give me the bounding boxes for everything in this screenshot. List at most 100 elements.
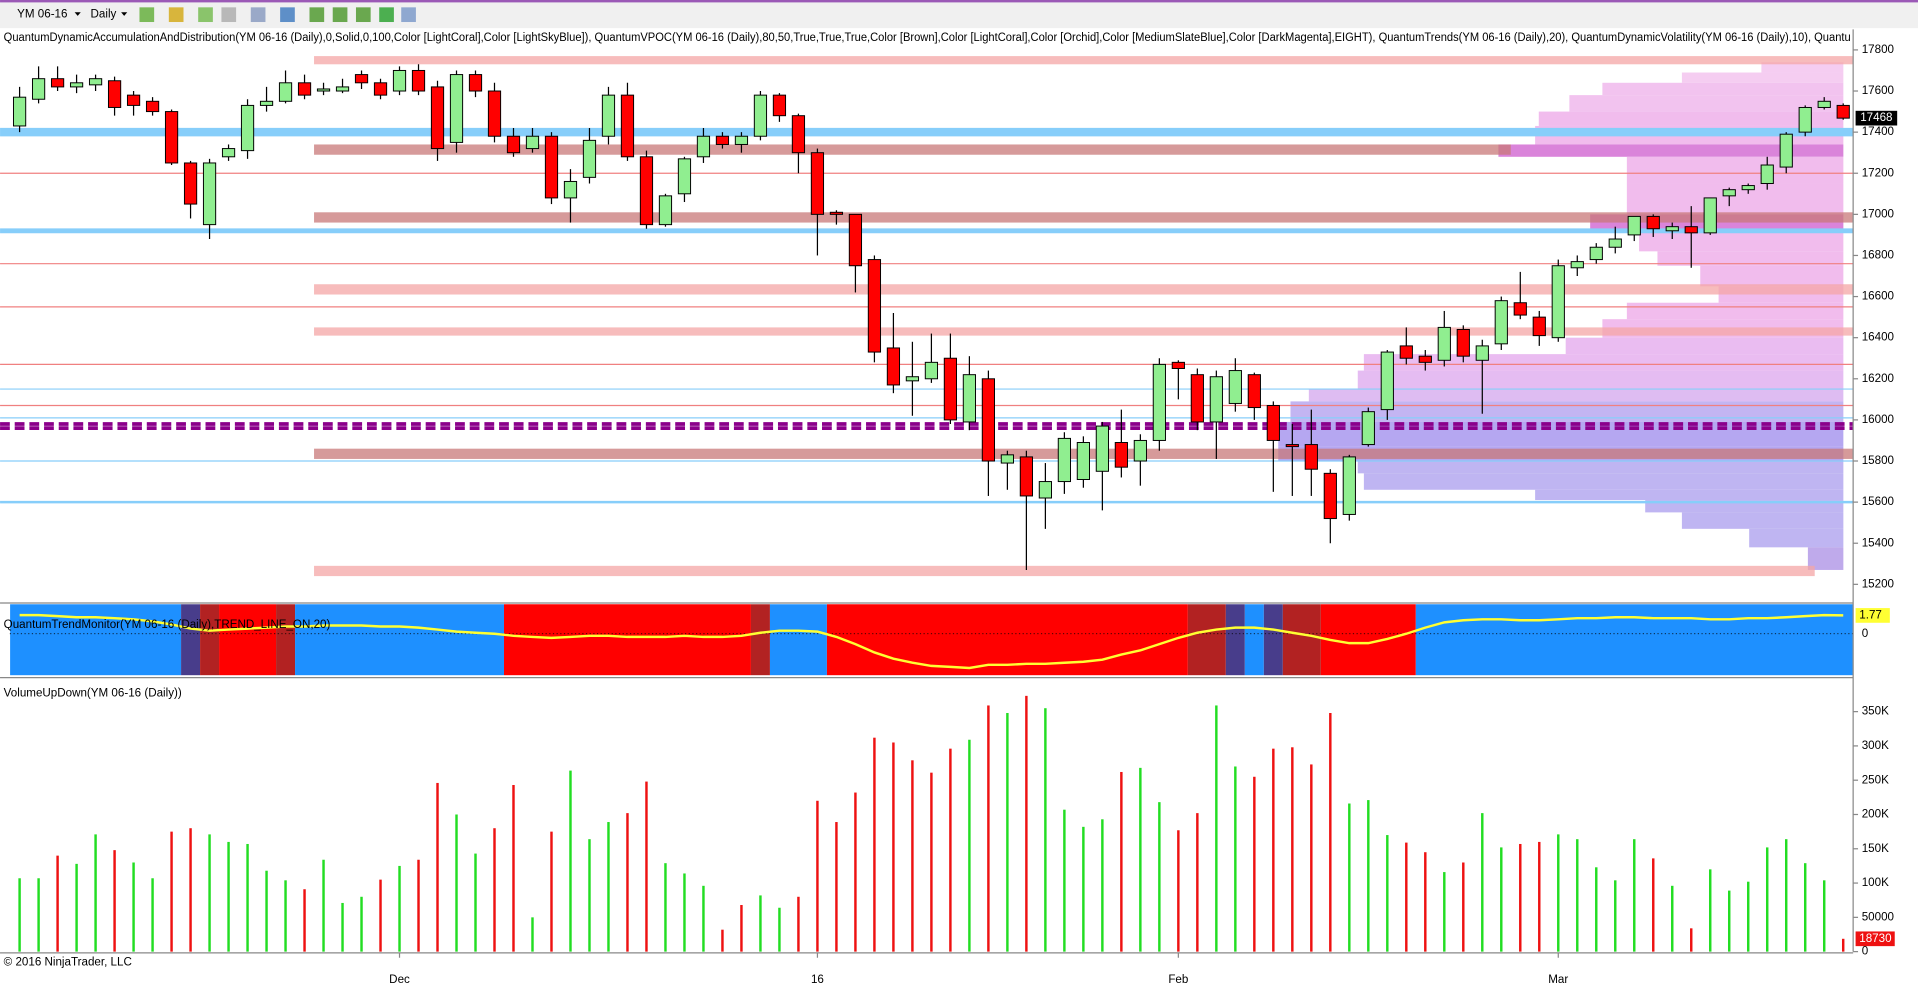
candle-body (1171, 361, 1185, 369)
candle-body (506, 135, 521, 154)
volume-bar (1082, 826, 1085, 952)
volume-profile-row (1639, 232, 1844, 252)
volume-bar (1500, 847, 1503, 952)
candle-body (1342, 456, 1356, 515)
volume-bar (911, 760, 914, 952)
strategy-button[interactable] (332, 7, 348, 23)
volume-bar (151, 878, 154, 952)
volume-bar (1481, 813, 1484, 952)
tool-button[interactable] (221, 7, 237, 23)
volume-panel (18, 695, 1845, 952)
draw-button[interactable] (168, 7, 184, 23)
y-tick-label: 350K (1862, 705, 1889, 718)
volume-profile-row (1498, 144, 1844, 157)
volume-bar (1310, 764, 1313, 952)
price-panel (0, 56, 1854, 577)
candle-body (544, 135, 559, 199)
zone (314, 284, 1853, 295)
volume-bar (1803, 863, 1807, 952)
zone (314, 327, 1853, 336)
last-price-label: 17468 (1860, 111, 1892, 124)
dropdown-arrow (74, 12, 81, 16)
volume-bar (1728, 890, 1731, 952)
volume-bar (341, 902, 344, 952)
zoom-button[interactable] (198, 7, 213, 23)
candle-body (1266, 405, 1280, 441)
volume-bar (835, 822, 838, 952)
candle-body (202, 162, 217, 226)
search-button[interactable] (280, 7, 295, 23)
volume-profile-row (1535, 489, 1844, 501)
volume-bar (360, 896, 363, 952)
candle-body (107, 80, 122, 108)
y-tick-label: 15400 (1862, 536, 1894, 549)
y-tick-label: 100K (1862, 876, 1889, 889)
candle-body (1646, 215, 1660, 230)
volume-bar (930, 772, 933, 952)
candle-body (1228, 370, 1242, 404)
volume-bar (1196, 813, 1199, 952)
volume-profile-row (1626, 302, 1844, 320)
candle-body (430, 86, 445, 150)
volume-bar (1234, 766, 1237, 952)
volume-bar (949, 748, 952, 952)
data-button[interactable] (401, 7, 416, 23)
copyright: © 2016 NinjaTrader, LLC (4, 956, 132, 969)
properties-button[interactable] (355, 7, 371, 23)
trend-band (769, 604, 827, 676)
instrument-selector[interactable]: YM 06-16 (17, 8, 67, 21)
period-selector[interactable]: Daily (91, 8, 117, 21)
volume-bar (607, 822, 610, 952)
volume-bar (1652, 858, 1655, 952)
dollar-button[interactable] (379, 7, 394, 23)
volume-bar (170, 831, 173, 952)
candle-body (373, 82, 388, 96)
volume-bar (379, 879, 382, 952)
volume-profile-row (1626, 156, 1844, 184)
y-tick-label: 200K (1862, 808, 1889, 821)
volume-bar (1462, 862, 1465, 952)
volume-profile-row (1357, 370, 1844, 390)
candle-body (1627, 215, 1641, 236)
volume-profile-row (1308, 389, 1844, 402)
volume-bar (436, 782, 439, 952)
volume-bar (588, 839, 591, 952)
volume-profile-row (1749, 528, 1844, 548)
volume-bar (854, 792, 857, 952)
candle-body (715, 135, 730, 145)
volume-bar (759, 895, 762, 952)
y-tick-label: 17800 (1862, 43, 1894, 56)
volume-bar (303, 889, 306, 952)
indicator-button[interactable] (309, 7, 325, 23)
volume-bar (740, 905, 743, 952)
candle-body (1323, 472, 1337, 520)
candle-body (772, 94, 787, 117)
trend-line (19, 613, 1844, 670)
trend-band (1187, 604, 1226, 676)
candle-body (221, 148, 236, 158)
candle-body (1057, 437, 1071, 483)
volume-bar (1690, 928, 1693, 952)
candle-body (1798, 106, 1812, 133)
volume-bar (1785, 839, 1788, 952)
y-tick-label: 17000 (1862, 207, 1894, 220)
volume-bar (227, 841, 230, 952)
volume-bar (265, 870, 268, 952)
x-tick-label: Mar (1548, 973, 1568, 986)
candle-body (1437, 326, 1451, 361)
candle-body (278, 82, 293, 102)
candle-body (962, 374, 977, 423)
volume-profile-row (1363, 473, 1844, 490)
volume-bar (1253, 776, 1256, 952)
current-value-box (1855, 608, 1890, 623)
trend-band (181, 604, 201, 676)
cursor-button[interactable] (250, 7, 266, 23)
x-tick-label: Feb (1168, 973, 1188, 986)
volume-bar (1101, 819, 1104, 952)
candle-body (1152, 363, 1166, 441)
candle-body (392, 69, 407, 92)
volume-bar (778, 907, 781, 952)
bar-type-button[interactable] (139, 7, 155, 23)
